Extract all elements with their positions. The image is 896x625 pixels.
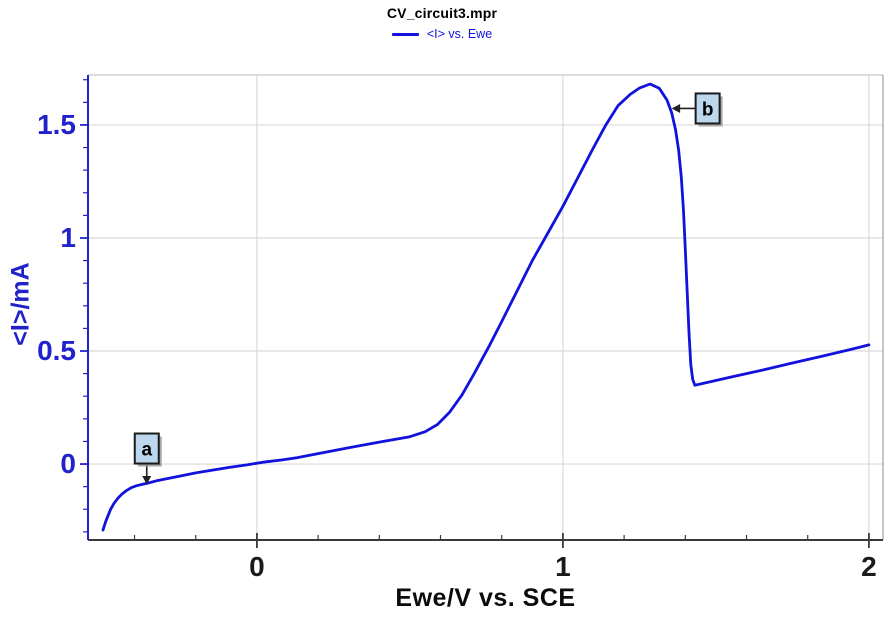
legend-series-label: <I> vs. Ewe [426,27,493,41]
annotation-arrowhead-b [671,103,681,113]
data-curve [101,82,871,532]
x-tick-label: 1 [555,551,571,582]
annotation-box-a[interactable] [133,432,160,465]
y-tick-label: 1.5 [37,109,76,140]
annotation-box-b[interactable] [694,92,721,125]
y-tick-label: 0 [60,448,76,479]
chart-title: CV_circuit3.mpr [386,5,498,21]
y-tick-label: 1 [60,222,76,253]
annotation-label-b: b [702,99,714,120]
legend: <I> vs. Ewe [0,27,884,41]
x-tick-label: 0 [249,551,265,582]
y-axis-label: <I>/mA [6,262,35,346]
x-axis-label: Ewe/V vs. SCE [395,584,576,612]
y-tick-label: 0.5 [37,335,76,366]
annotation-arrowhead-a [142,476,152,485]
chart-header: CV_circuit3.mpr <I> vs. Ewe [0,5,884,41]
legend-line-marker [391,32,419,36]
x-tick-label: 2 [861,551,877,582]
annotation-label-a: a [141,440,152,461]
